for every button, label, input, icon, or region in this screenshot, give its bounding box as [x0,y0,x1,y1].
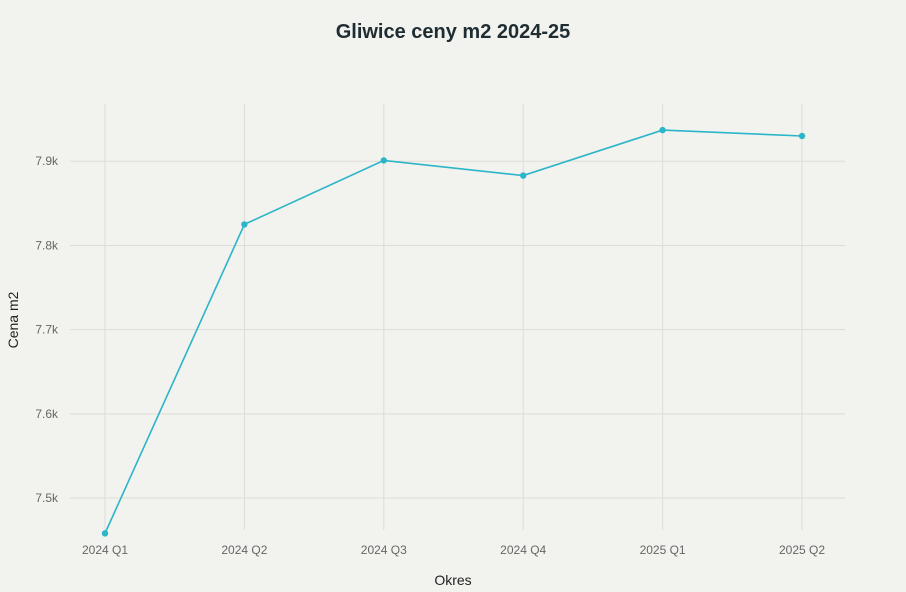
tick-labels: 2024 Q1 2024 Q2 2024 Q3 2024 Q4 2025 Q1 2025 … [35,154,825,557]
data-point[interactable] [101,530,109,537]
data-point[interactable] [520,172,527,179]
series-line-group [101,126,806,537]
x-tick-label: 2024 Q2 [221,543,267,557]
x-axis-label: Okres [434,572,471,588]
y-axis-label: Cena m2 [5,291,21,348]
x-tick-label: 2025 Q1 [640,543,686,557]
data-point[interactable] [380,157,387,164]
data-point[interactable] [241,221,248,228]
grid [70,104,845,530]
y-tick-label: 7.8k [35,238,59,252]
x-tick-label: 2024 Q1 [82,543,128,557]
data-point[interactable] [798,132,806,140]
y-tick-label: 7.5k [35,491,59,505]
y-tick-label: 7.9k [35,154,59,168]
chart-title: Gliwice ceny m2 2024-25 [336,21,571,43]
series-line [104,129,803,534]
data-point[interactable] [659,126,666,134]
x-tick-label: 2025 Q2 [779,543,825,557]
y-tick-label: 7.7k [35,323,59,337]
y-tick-label: 7.6k [35,407,59,421]
x-tick-label: 2024 Q4 [500,543,546,557]
x-tick-label: 2024 Q3 [361,543,407,557]
